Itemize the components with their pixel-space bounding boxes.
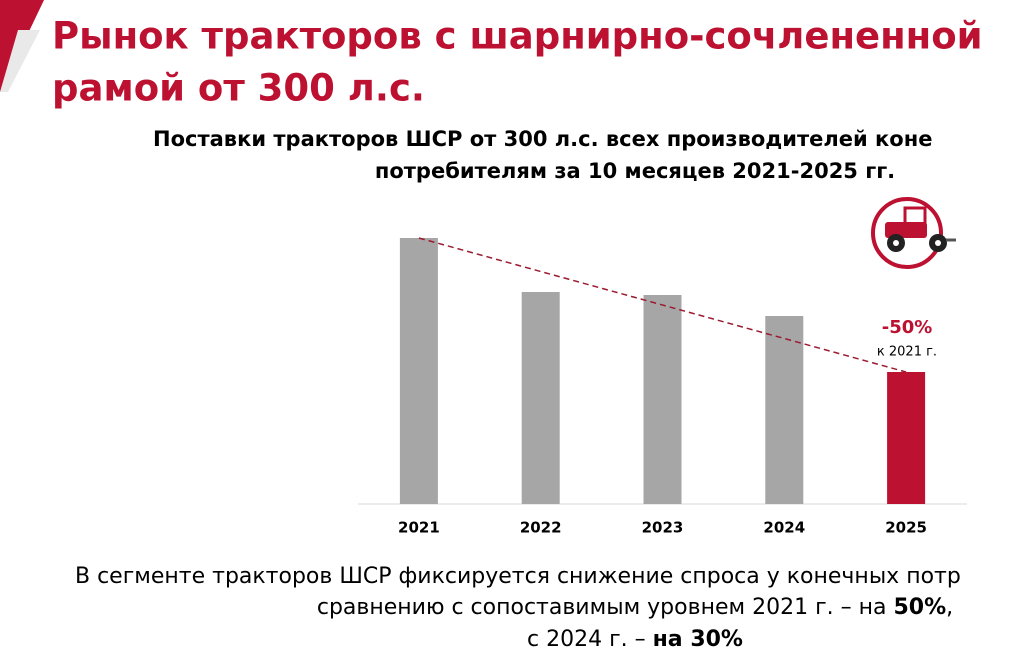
footer-text: ,: [946, 595, 953, 620]
footer-text: с 2024 г. – на 30%: [527, 627, 743, 652]
bar: [887, 372, 926, 504]
page-title: рамой от 300 л.с.: [52, 67, 425, 110]
x-tick-label: 2021: [398, 519, 440, 537]
annotation: -50%: [882, 317, 933, 338]
chart-title: потребителям за 10 месяцев 2021-2025 гг.: [375, 159, 895, 183]
x-tick-label: 2022: [520, 519, 562, 537]
x-tick-label: 2023: [642, 519, 684, 537]
footer-text: сравнению с сопоставимым уровнем 2021 г.…: [317, 595, 894, 620]
x-tick-label: 2024: [763, 519, 805, 537]
annotation-subtext: к 2021 г.: [877, 345, 937, 360]
footer-text: с 2024 г. –: [527, 627, 653, 652]
trend-line: [418, 237, 907, 373]
bar: [643, 295, 682, 504]
footer-text: сравнению с сопоставимым уровнем 2021 г.…: [317, 595, 953, 620]
x-tick-label: 2025: [885, 519, 927, 537]
page-title: Рынок тракторов с шарнирно-сочлененной: [52, 15, 983, 58]
chart-title: Поставки тракторов ШСР от 300 л.с. всех …: [153, 127, 932, 151]
footer-text: В сегменте тракторов ШСР фиксируется сни…: [75, 564, 961, 589]
bar: [521, 292, 560, 504]
bar: [399, 238, 438, 504]
footer-bold: 50%: [893, 595, 946, 620]
footer-bold: на 30%: [653, 627, 743, 652]
corner-accent: [0, 30, 40, 92]
tractor-icon: [871, 197, 956, 269]
bar: [765, 316, 804, 504]
